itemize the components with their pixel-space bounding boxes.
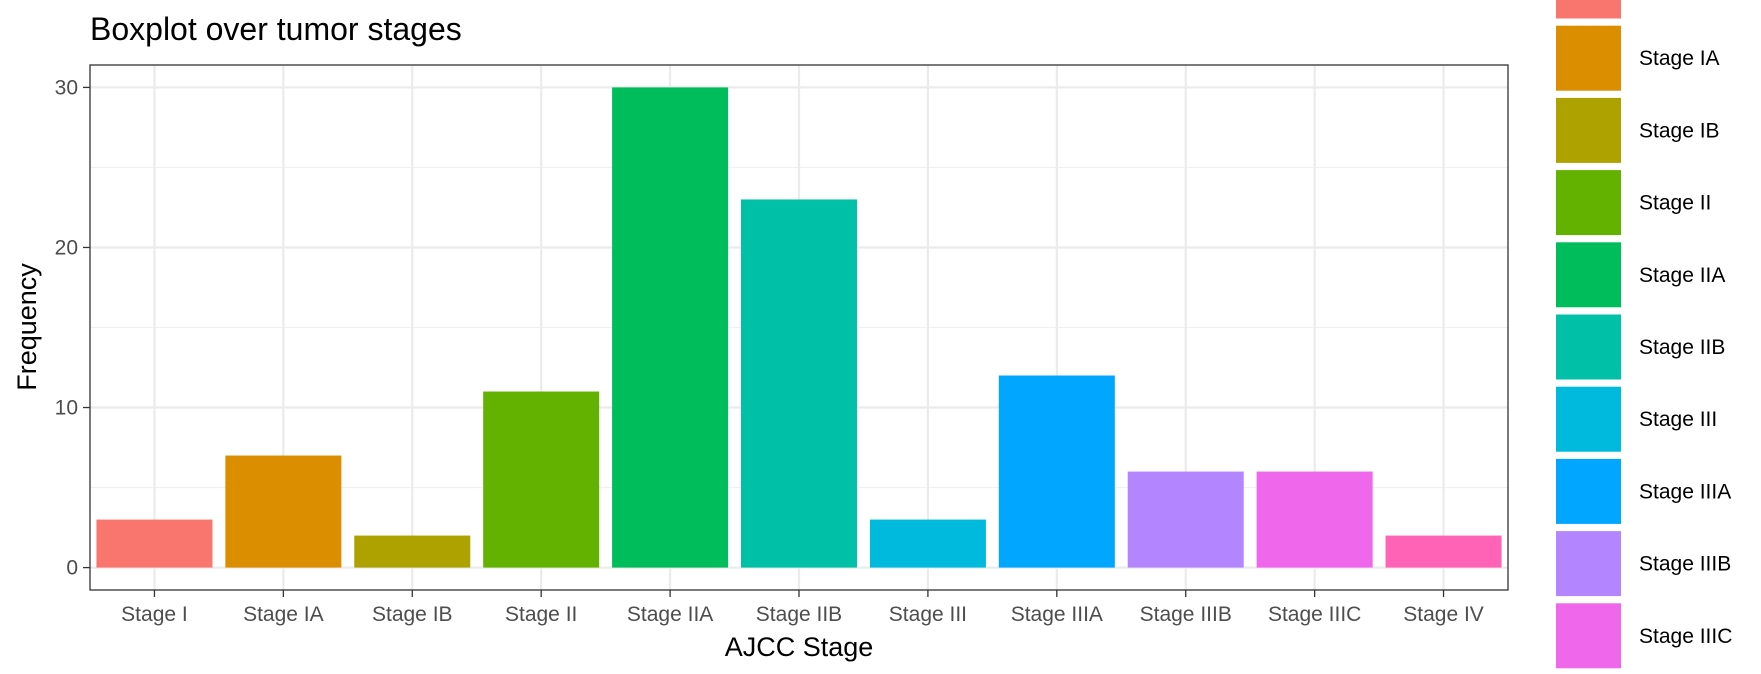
legend-label: Stage IIA	[1639, 264, 1725, 287]
x-tick-label: Stage IIA	[627, 603, 713, 626]
bar	[225, 455, 342, 568]
legend-label: Stage IB	[1639, 119, 1720, 142]
y-tick-label: 10	[55, 397, 78, 420]
bar	[740, 199, 858, 568]
bars	[96, 87, 1502, 568]
y-axis: 0 10 20 30	[55, 76, 90, 580]
x-tick-label: Stage IIIB	[1140, 603, 1232, 626]
bar	[483, 391, 600, 568]
x-tick-label: Stage IIIA	[1011, 603, 1103, 626]
legend-label: Stage III	[1639, 408, 1717, 431]
legend-key	[1556, 386, 1621, 452]
legend-key	[1556, 603, 1621, 669]
legend-key	[1556, 458, 1621, 524]
x-tick-label: Stage IV	[1403, 603, 1484, 626]
x-axis-title: AJCC Stage	[725, 632, 874, 662]
legend-label: Stage IA	[1639, 47, 1720, 70]
bar	[612, 87, 729, 568]
y-tick-label: 30	[55, 76, 78, 99]
legend-key	[1556, 314, 1621, 380]
legend: Stage IA Stage IB Stage II Stage IIA Stage I…	[1556, 0, 1732, 669]
legend-key	[1556, 0, 1621, 19]
legend-key	[1556, 97, 1621, 163]
bar	[354, 535, 471, 568]
x-tick-label: Stage I	[121, 603, 188, 626]
x-tick-label: Stage III	[889, 603, 967, 626]
x-tick-label: Stage IIB	[756, 603, 842, 626]
chart-title: Boxplot over tumor stages	[90, 11, 462, 47]
legend-label: Stage IIB	[1639, 336, 1725, 359]
x-tick-label: Stage IA	[243, 603, 324, 626]
legend-key	[1556, 242, 1621, 308]
bar	[1127, 471, 1244, 568]
bar	[1385, 535, 1502, 568]
y-tick-label: 20	[55, 236, 78, 259]
x-tick-label: Stage II	[505, 603, 577, 626]
bar	[869, 519, 986, 568]
y-axis-title: Frequency	[12, 263, 42, 391]
legend-label: Stage IIIB	[1639, 553, 1731, 576]
x-tick-label: Stage IB	[372, 603, 453, 626]
bar	[998, 375, 1115, 568]
legend-label: Stage IIIC	[1639, 625, 1732, 648]
legend-label: Stage IIIA	[1639, 480, 1731, 503]
y-tick-label: 0	[66, 557, 78, 580]
legend-key	[1556, 25, 1621, 91]
x-axis: Stage I Stage IA Stage IB Stage II Stage IIA…	[121, 590, 1484, 626]
legend-key	[1556, 531, 1621, 597]
legend-label: Stage II	[1639, 192, 1711, 215]
legend-key	[1556, 170, 1621, 236]
bar	[1256, 471, 1373, 568]
x-tick-label: Stage IIIC	[1268, 603, 1361, 626]
bar	[96, 519, 213, 568]
